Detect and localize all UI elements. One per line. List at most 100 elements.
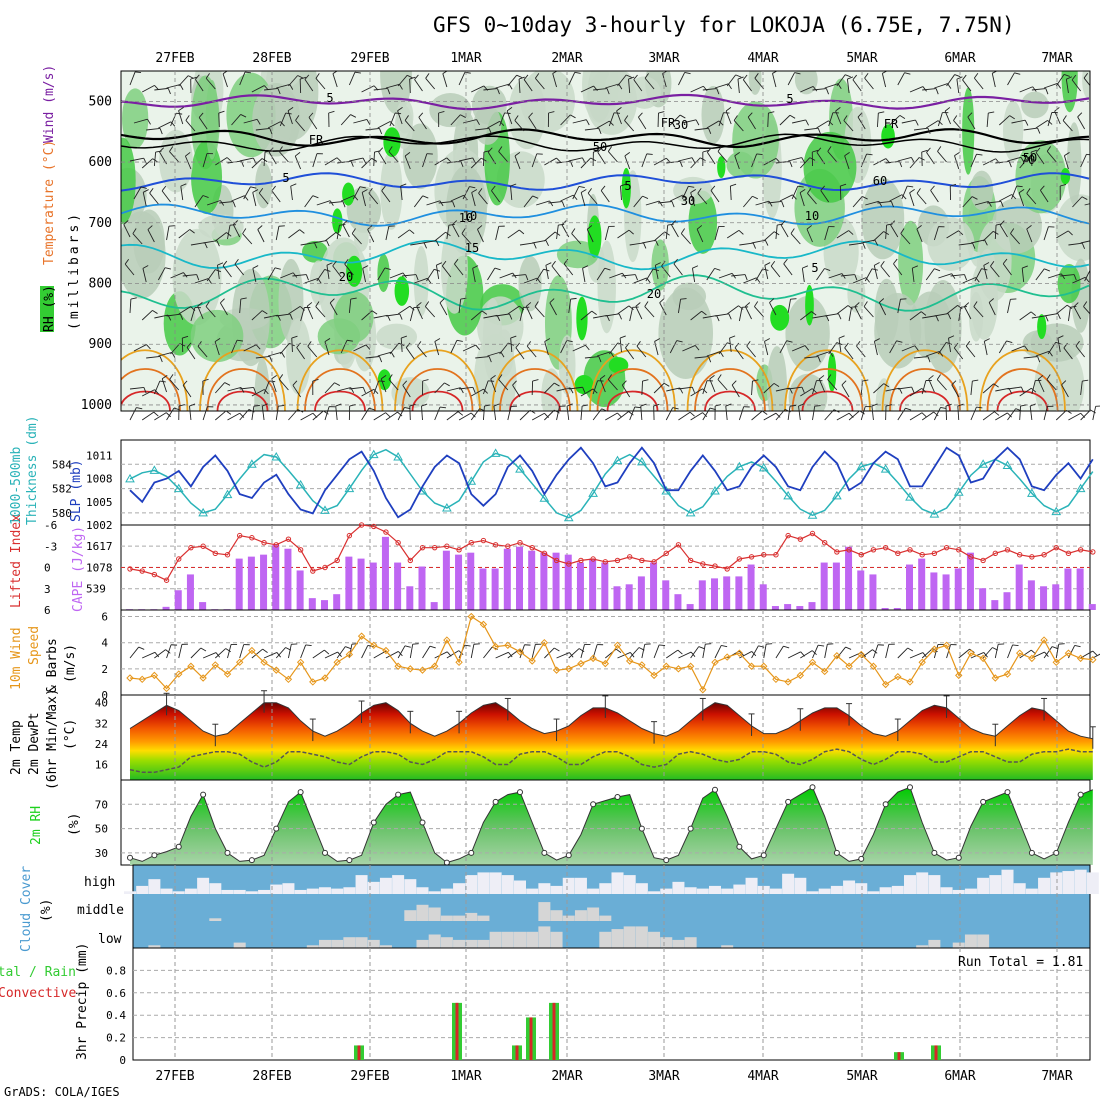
wind-barb-flag (951, 273, 956, 279)
warm-isotherm (121, 390, 171, 411)
wind-barb (178, 110, 184, 125)
lifted-index-marker (346, 532, 353, 539)
strip-wind-barb-flag (297, 409, 304, 413)
wind-barb-flag (472, 157, 476, 164)
wind-barb (402, 274, 417, 277)
wind-barb-flag (1082, 379, 1089, 382)
wind-barb-flag (418, 112, 424, 118)
wind-barb (1075, 345, 1085, 358)
wind-barb (938, 273, 952, 279)
wind-barb-flag (416, 302, 422, 307)
cape-bar (1076, 568, 1084, 610)
wind-barb (779, 194, 793, 202)
wind-barb-flag (439, 200, 444, 207)
wind-barb-flag (277, 88, 281, 95)
wind-barb (475, 127, 490, 131)
wind-barb-flag (552, 71, 558, 74)
wind-barb-flag (312, 378, 319, 382)
wind-barb-flag (525, 302, 532, 307)
wind-barb (953, 120, 964, 132)
wind-barb (665, 225, 669, 240)
cloud-cover-unit: (%) (39, 899, 54, 922)
wind-barb (146, 355, 161, 359)
wind-barb-flag (146, 344, 151, 350)
contour-label: 15 (465, 241, 479, 255)
wind-barb-flag (714, 267, 721, 271)
cape-bar (272, 544, 280, 610)
wind-barb (361, 157, 372, 169)
wind-barb-flag (168, 225, 175, 227)
wind-barb-flag (702, 388, 708, 394)
wind-barb-flag (545, 240, 549, 247)
wind-barb (519, 307, 524, 322)
wind-barb (718, 112, 724, 127)
strip-wind-barb-flag (278, 405, 285, 407)
wind-barb (742, 79, 752, 92)
wind-barb (1023, 127, 1038, 131)
wind-barb (288, 306, 301, 315)
wind-barb-flag (973, 72, 979, 79)
wind-barb (880, 265, 890, 278)
wind-barb-flag (332, 260, 337, 267)
wind-barb (1023, 356, 1038, 359)
cape-bar (808, 602, 816, 610)
wind-barb (714, 313, 729, 317)
wind-barb-flag (636, 341, 641, 347)
wind-barb (812, 88, 827, 91)
lifted-index-marker (358, 522, 365, 528)
wind-barb (304, 79, 314, 92)
wind-barb (983, 341, 988, 356)
cloud-high-bar (794, 877, 807, 894)
wind-barb (889, 115, 901, 126)
temp2m-tick: 24 (95, 738, 109, 751)
wind-barb (353, 119, 368, 124)
wind10m-barb (373, 650, 387, 659)
rh2m-marker (565, 852, 572, 859)
cloud-high-bar (379, 877, 392, 894)
rh-shade-cell (353, 221, 369, 252)
wind-barb-flag (1071, 74, 1077, 81)
wind-barb (584, 356, 599, 359)
cloud-high-bar (745, 877, 758, 894)
wind-barb (186, 347, 196, 360)
lifted-index-marker (785, 532, 791, 539)
wind10m-marker (1052, 658, 1060, 667)
wind-barb (946, 74, 956, 87)
wind10m-barb (470, 644, 475, 659)
cape-bar (979, 588, 987, 610)
thickness-marker (466, 476, 477, 485)
strip-wind-barb (751, 410, 763, 421)
wind-barb (962, 196, 973, 208)
wind-barb (617, 305, 630, 315)
rh-peak-cell (827, 352, 837, 392)
wind-barb-flag (441, 260, 447, 267)
wind-barb (169, 379, 180, 391)
thickness-slp-lines (125, 446, 1094, 522)
wind-barb-flag (824, 268, 831, 271)
wind-barb-flag (545, 262, 552, 266)
wind-barb (1054, 110, 1061, 125)
contour-label: 20 (647, 287, 661, 301)
wind-barb (937, 151, 947, 163)
rh2m-tick: 30 (95, 847, 108, 860)
wind-barb (764, 341, 769, 356)
wind-barb-flag (948, 335, 955, 339)
cape-bar (1088, 604, 1096, 610)
cloud-low-bar (489, 931, 502, 948)
date-label-bottom: 2MAR (551, 1069, 582, 1084)
wind-barb-flag (1083, 72, 1089, 79)
cloud-low-bar (440, 937, 453, 948)
cloud-low-bar (514, 931, 526, 948)
strip-wind-barb (798, 406, 801, 421)
wind-barb-flag (295, 115, 300, 121)
wind-barb-flag (460, 161, 464, 167)
wind-barb (791, 345, 806, 352)
cloud-low-bar (550, 931, 563, 948)
wind-barb (680, 233, 691, 245)
wind10m-barb (142, 651, 156, 659)
cape-bar (528, 550, 536, 610)
wind-barb-flag (452, 201, 456, 208)
wind-barb (807, 193, 817, 205)
cape-bar (308, 598, 316, 610)
